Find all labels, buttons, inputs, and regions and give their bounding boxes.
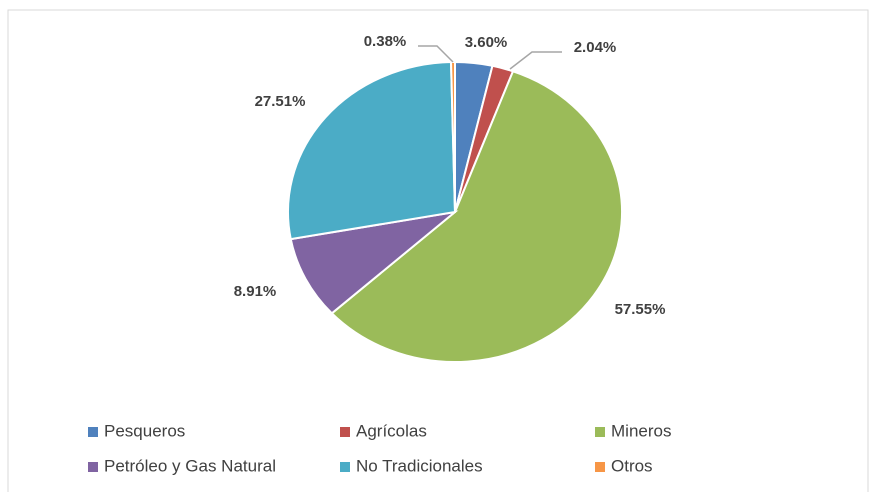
legend-swatch — [88, 427, 98, 437]
legend-label: Pesqueros — [104, 421, 185, 440]
legend-swatch — [595, 462, 605, 472]
pie-slice — [449, 60, 456, 213]
data-label: 8.91% — [234, 283, 277, 300]
pie-slice — [330, 70, 623, 363]
legend-label: Petróleo y Gas Natural — [104, 456, 276, 475]
legend-label: Otros — [611, 456, 653, 475]
pie-slice — [289, 210, 459, 315]
data-label: 2.04% — [574, 39, 617, 56]
data-label: 0.38% — [364, 33, 407, 50]
legend-label: Agrícolas — [356, 421, 427, 440]
data-label: 57.55% — [615, 301, 666, 318]
leader-line — [509, 51, 562, 70]
legend-swatch — [340, 462, 350, 472]
leader-line — [418, 45, 454, 63]
legend-label: Mineros — [611, 421, 671, 440]
data-label: 3.60% — [465, 34, 508, 51]
pie-slice — [287, 61, 457, 241]
legend-label: No Tradicionales — [356, 456, 483, 475]
legend-swatch — [340, 427, 350, 437]
legend-swatch — [595, 427, 605, 437]
legend-swatch — [88, 462, 98, 472]
data-label: 27.51% — [255, 93, 306, 110]
